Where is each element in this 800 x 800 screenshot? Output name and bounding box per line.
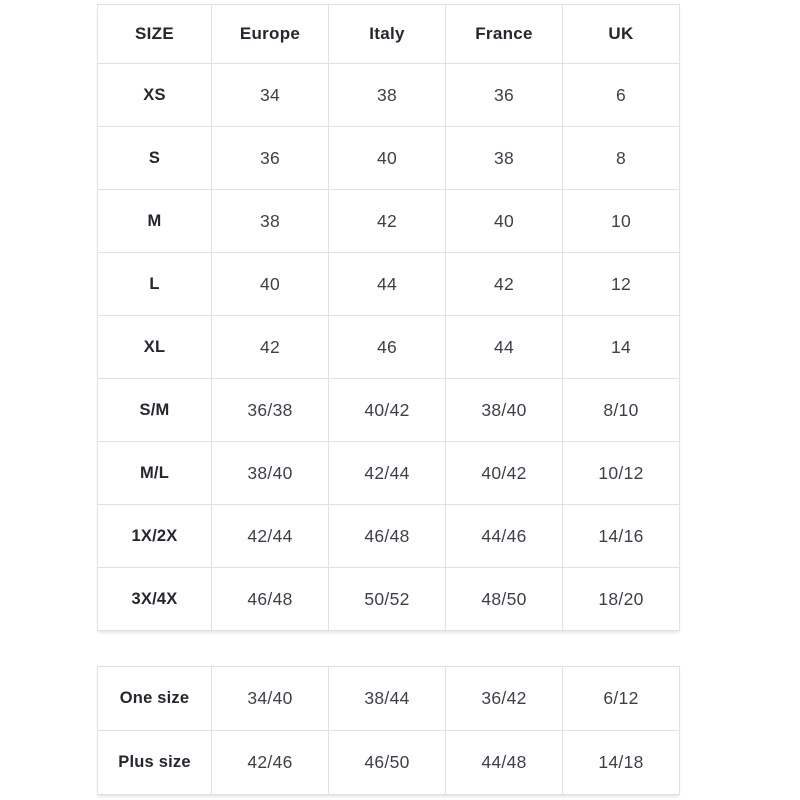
table-row: XL 42 46 44 14: [97, 315, 680, 379]
size-value-cell: 38/40: [211, 441, 329, 505]
size-label-cell: XS: [97, 63, 212, 127]
size-value-cell: 38: [328, 63, 446, 127]
size-value-cell: 50/52: [328, 567, 446, 631]
size-value-cell: 44/48: [445, 730, 563, 795]
size-label-cell: 1X/2X: [97, 504, 212, 568]
special-rows-body: One size 34/40 38/44 36/42 6/12 Plus size 42/4…: [97, 666, 680, 795]
size-rows-body: XS 34 38 36 6 S 36 40 38 8 M 38 42 40 10 L 40 44 42 12 XL 42 4…: [97, 63, 680, 631]
size-value-cell: 36: [211, 126, 329, 190]
size-value-cell: 40: [328, 126, 446, 190]
size-label-cell: Plus size: [97, 730, 212, 795]
size-value-cell: 46/50: [328, 730, 446, 795]
column-header-italy: Italy: [328, 4, 446, 64]
size-label-cell: S/M: [97, 378, 212, 442]
size-value-cell: 8/10: [562, 378, 680, 442]
column-header-uk: UK: [562, 4, 680, 64]
size-value-cell: 14: [562, 315, 680, 379]
table-row: Plus size 42/46 46/50 44/48 14/18: [97, 730, 680, 795]
size-value-cell: 6/12: [562, 666, 680, 731]
column-header-europe: Europe: [211, 4, 329, 64]
size-value-cell: 40: [211, 252, 329, 316]
size-label-cell: L: [97, 252, 212, 316]
size-value-cell: 46/48: [328, 504, 446, 568]
size-label-cell: S: [97, 126, 212, 190]
table-row: M/L 38/40 42/44 40/42 10/12: [97, 441, 680, 505]
table-header-row: SIZE Europe Italy France UK: [97, 4, 680, 64]
size-value-cell: 36/38: [211, 378, 329, 442]
size-value-cell: 14/18: [562, 730, 680, 795]
size-label-cell: One size: [97, 666, 212, 731]
size-value-cell: 10: [562, 189, 680, 253]
size-value-cell: 38: [211, 189, 329, 253]
size-value-cell: 44/46: [445, 504, 563, 568]
size-value-cell: 6: [562, 63, 680, 127]
table-row: S/M 36/38 40/42 38/40 8/10: [97, 378, 680, 442]
size-value-cell: 38/44: [328, 666, 446, 731]
size-value-cell: 40: [445, 189, 563, 253]
size-label-cell: XL: [97, 315, 212, 379]
size-value-cell: 46/48: [211, 567, 329, 631]
size-value-cell: 18/20: [562, 567, 680, 631]
size-value-cell: 42: [445, 252, 563, 316]
table-row: M 38 42 40 10: [97, 189, 680, 253]
size-value-cell: 38: [445, 126, 563, 190]
size-value-cell: 42/46: [211, 730, 329, 795]
size-value-cell: 42/44: [211, 504, 329, 568]
size-value-cell: 48/50: [445, 567, 563, 631]
size-value-cell: 36: [445, 63, 563, 127]
size-value-cell: 40/42: [328, 378, 446, 442]
column-header-france: France: [445, 4, 563, 64]
size-value-cell: 10/12: [562, 441, 680, 505]
size-value-cell: 12: [562, 252, 680, 316]
size-value-cell: 8: [562, 126, 680, 190]
column-header-size: SIZE: [97, 4, 212, 64]
size-label-cell: M: [97, 189, 212, 253]
size-label-cell: 3X/4X: [97, 567, 212, 631]
size-value-cell: 44: [445, 315, 563, 379]
size-value-cell: 42: [211, 315, 329, 379]
size-value-cell: 42: [328, 189, 446, 253]
special-sizes-table: One size 34/40 38/44 36/42 6/12 Plus size 42/4…: [97, 666, 680, 795]
table-row: One size 34/40 38/44 36/42 6/12: [97, 666, 680, 731]
size-value-cell: 36/42: [445, 666, 563, 731]
table-row: 3X/4X 46/48 50/52 48/50 18/20: [97, 567, 680, 631]
table-row: S 36 40 38 8: [97, 126, 680, 190]
size-label-cell: M/L: [97, 441, 212, 505]
size-value-cell: 42/44: [328, 441, 446, 505]
size-value-cell: 40/42: [445, 441, 563, 505]
size-value-cell: 14/16: [562, 504, 680, 568]
table-row: XS 34 38 36 6: [97, 63, 680, 127]
size-value-cell: 44: [328, 252, 446, 316]
table-row: 1X/2X 42/44 46/48 44/46 14/16: [97, 504, 680, 568]
size-value-cell: 46: [328, 315, 446, 379]
size-value-cell: 38/40: [445, 378, 563, 442]
table-row: L 40 44 42 12: [97, 252, 680, 316]
size-value-cell: 34: [211, 63, 329, 127]
size-conversion-table: SIZE Europe Italy France UK XS 34 38 36 6 S 36…: [97, 4, 680, 631]
size-value-cell: 34/40: [211, 666, 329, 731]
